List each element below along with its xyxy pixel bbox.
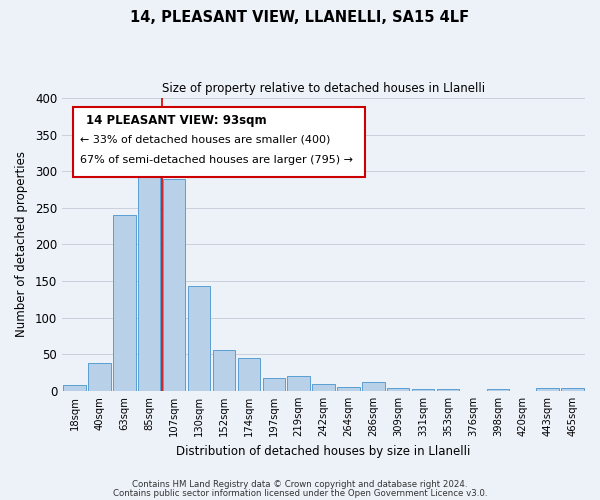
Bar <box>536 388 559 391</box>
Y-axis label: Number of detached properties: Number of detached properties <box>15 152 28 338</box>
Bar <box>88 363 110 391</box>
Bar <box>64 385 86 391</box>
Text: 14, PLEASANT VIEW, LLANELLI, SA15 4LF: 14, PLEASANT VIEW, LLANELLI, SA15 4LF <box>130 10 470 25</box>
Bar <box>113 215 136 391</box>
Bar <box>387 388 409 391</box>
Title: Size of property relative to detached houses in Llanelli: Size of property relative to detached ho… <box>162 82 485 96</box>
Bar <box>163 178 185 391</box>
Bar <box>412 388 434 391</box>
Bar <box>138 166 160 391</box>
Bar <box>362 382 385 391</box>
Bar <box>337 388 359 391</box>
Bar <box>437 390 459 391</box>
Text: 67% of semi-detached houses are larger (795) →: 67% of semi-detached houses are larger (… <box>80 155 353 165</box>
X-axis label: Distribution of detached houses by size in Llanelli: Distribution of detached houses by size … <box>176 444 471 458</box>
Bar <box>562 388 584 391</box>
Bar <box>188 286 210 391</box>
Bar <box>213 350 235 391</box>
Text: Contains public sector information licensed under the Open Government Licence v3: Contains public sector information licen… <box>113 490 487 498</box>
Bar <box>313 384 335 391</box>
Bar <box>263 378 285 391</box>
Text: 14 PLEASANT VIEW: 93sqm: 14 PLEASANT VIEW: 93sqm <box>86 114 266 127</box>
Bar <box>487 388 509 391</box>
FancyBboxPatch shape <box>73 107 365 177</box>
Bar <box>238 358 260 391</box>
Text: Contains HM Land Registry data © Crown copyright and database right 2024.: Contains HM Land Registry data © Crown c… <box>132 480 468 489</box>
Bar <box>287 376 310 391</box>
Text: ← 33% of detached houses are smaller (400): ← 33% of detached houses are smaller (40… <box>80 134 331 144</box>
